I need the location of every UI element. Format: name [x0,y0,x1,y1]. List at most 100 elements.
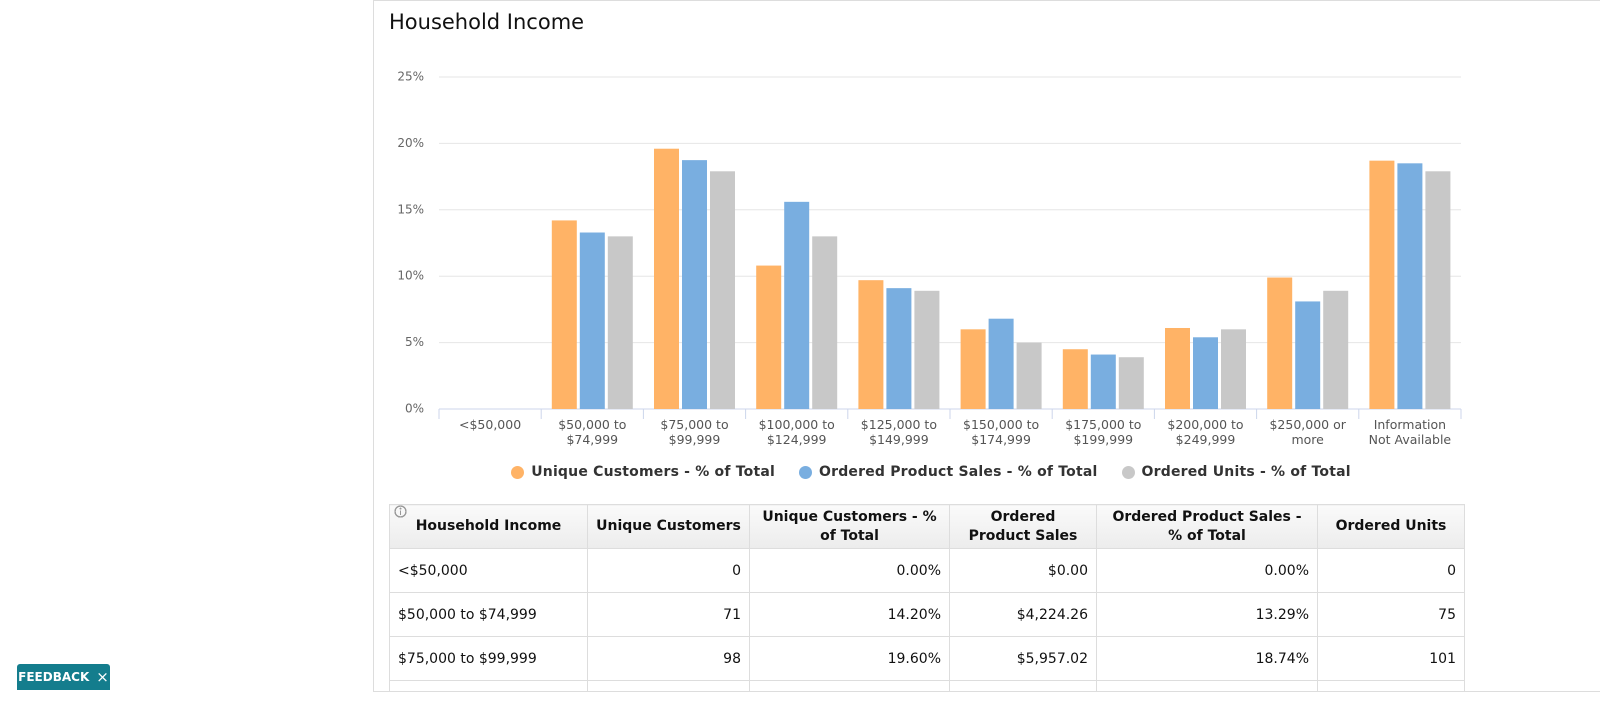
y-tick-label: 25% [397,70,424,84]
x-tick-label: $50,000 to $74,999 [558,417,627,447]
x-tick-label: Information Not Available [1368,417,1452,447]
table-cell: 14.20% [749,592,950,637]
x-tick-label: $150,000 to $174,999 [963,417,1040,447]
column-header: Household Income [389,504,588,549]
bar [784,201,810,409]
table-cell: 13.29% [1096,592,1318,637]
table-cell [949,680,1097,691]
bar [1118,357,1144,409]
x-tick-label: $200,000 to $249,999 [1167,417,1244,447]
bar [1221,329,1246,409]
bar [551,220,577,409]
column-header-text: Household Income [415,518,562,534]
bar [1295,301,1321,409]
table-cell [587,680,750,691]
table-cell [1317,680,1465,691]
table-cell: $5,957.02 [949,636,1097,681]
bar [710,171,735,409]
column-header-text: Unique Customers - % of Total [762,508,937,544]
legend-label: Ordered Product Sales - % of Total [819,464,1098,480]
legend: Unique Customers - % of Total Ordered Pro… [374,464,1488,480]
bar [1090,354,1116,409]
table-cell: 75 [1317,592,1465,637]
x-tick-label: $175,000 to $199,999 [1065,417,1142,447]
table-cell: 0 [1317,548,1465,593]
y-tick-label: 0% [405,402,424,416]
bar [607,236,633,409]
y-tick-label: 10% [397,269,424,283]
feedback-label[interactable]: FEEDBACK [18,670,90,684]
table-cell: $4,224.26 [949,592,1097,637]
column-header: Ordered Product Sales [394,504,1097,549]
bar [858,280,884,409]
legend-label: Unique Customers - % of Total [531,464,775,480]
bar [960,329,986,409]
table-cell: 98 [587,636,750,681]
bar [1062,349,1088,409]
column-header-text: Unique Customers [596,518,741,534]
table-cell: 19.60% [749,636,950,681]
bar [1397,163,1423,409]
content-panel: Household Income 0% 5% 10% 15% 20% 25% <$50,0… [373,0,1600,692]
feedback-button[interactable]: FEEDBACK × [17,664,110,690]
column-header: Unique Customers - % of Total [394,504,950,549]
legend-label: Ordered Units - % of Total [1141,464,1351,480]
bar [1425,171,1451,409]
table-cell [1096,680,1318,691]
table-cell: 0 [587,548,750,593]
table-row: <$50,000 0 0.00% $0.00 0.00% 0 [389,548,1465,593]
table-cell: $50,000 to $74,999 [389,592,588,637]
bar [914,290,940,409]
bar [812,236,838,409]
bar [886,288,912,409]
table-cell: 18.74% [1096,636,1318,681]
table-cell: 101 [1317,636,1465,681]
legend-swatch [799,465,812,479]
bar [1323,290,1349,409]
table-row: $75,000 to $99,999 98 19.60% $5,957.02 18.74… [389,636,1465,681]
table-cell: 71 [587,592,750,637]
data-table: Household Income Unique Customers Unique C… [389,504,1465,691]
bar [1016,342,1042,409]
column-header-text: Ordered Units [1335,518,1447,534]
info-icon[interactable] [394,505,407,518]
column-header-text: Ordered Product Sales [968,508,1078,544]
table-cell: 0.00% [1096,548,1318,593]
x-tick-label: <$50,000 [459,417,522,432]
x-tick-label: $75,000 to $99,999 [660,417,729,447]
bar [756,265,782,409]
legend-swatch [511,465,525,479]
column-header: Unique Customers [394,504,750,549]
column-header: Ordered Product Sales - % of Total [394,504,1318,549]
y-tick-label: 15% [397,202,424,216]
bar [1267,277,1293,409]
legend-item: Ordered Product Sales - % of Total [799,464,1098,480]
legend-item: Ordered Units - % of Total [1121,464,1351,480]
bar [988,318,1014,409]
y-tick-label: 20% [397,136,424,150]
table-cell: <$50,000 [389,548,588,593]
bar [1193,337,1218,409]
x-tick-label: $125,000 to $149,999 [860,417,937,447]
bar [1165,327,1190,409]
table-row: $50,000 to $74,999 71 14.20% $4,224.26 13.29… [389,592,1465,637]
table-cell [749,680,950,691]
table-row [389,680,1465,691]
table-cell: 0.00% [749,548,950,593]
bar [654,148,679,409]
table-cell [389,680,588,691]
chart-title: Household Income [389,10,585,34]
bar [1369,160,1395,409]
column-header-text: Ordered Product Sales - % of Total [1112,508,1302,544]
column-header: Ordered Units [394,504,1465,549]
legend-item: Unique Customers - % of Total [511,464,775,480]
table-cell: $0.00 [949,548,1097,593]
x-tick-label: $250,000 or more [1269,417,1346,447]
bar [579,232,605,409]
feedback-close[interactable]: × [96,668,109,686]
x-tick-label: $100,000 to $124,999 [758,417,835,447]
chart: 0% 5% 10% 15% 20% 25% [397,70,1462,419]
table-cell: $75,000 to $99,999 [389,636,588,681]
bar [682,160,707,409]
